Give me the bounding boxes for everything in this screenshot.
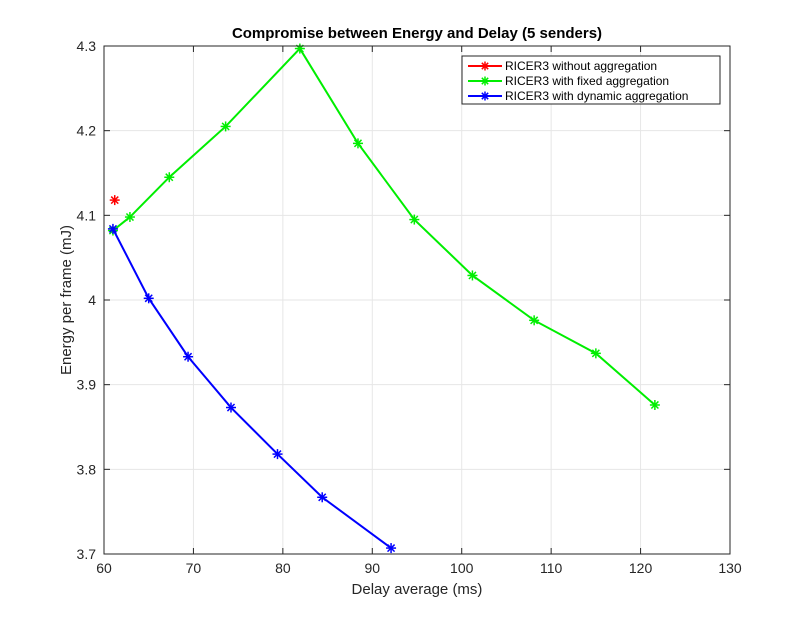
data-point [220,121,231,132]
data-point [183,351,194,362]
y-tick-label: 4.3 [77,38,97,54]
x-tick-label: 120 [629,560,653,576]
y-axis-label: Energy per frame (mJ) [58,225,75,375]
legend-marker [480,76,490,86]
data-point [164,172,175,183]
legend-label: RICER3 without aggregation [505,59,657,73]
legend-label: RICER3 with dynamic aggregation [505,89,688,103]
x-tick-label: 110 [540,560,563,576]
data-point [529,315,540,326]
legend-label: RICER3 with fixed aggregation [505,74,669,88]
y-tick-label: 4 [88,292,96,308]
data-point [386,543,397,554]
x-axis-label: Delay average (ms) [352,581,483,598]
data-point [109,195,120,206]
y-tick-label: 3.7 [77,546,97,562]
data-point [124,212,135,223]
ticks: 60 70 80 90 100 110 120 130 3.7 3.8 3.9 4 4.1 4.2 4.3 [77,38,742,576]
legend-item: RICER3 with dynamic aggregation [468,89,688,103]
data-point [467,270,478,281]
chart-title: Compromise between Energy and Delay (5 s… [232,25,602,42]
series-1 [109,195,120,206]
legend-box [461,55,721,105]
y-tick-label: 4.2 [77,123,97,139]
series-3 [107,223,397,554]
legend-item: RICER3 with fixed aggregation [468,74,669,88]
y-tick-label: 3.8 [77,461,97,477]
data-point [317,492,328,503]
series-layer [107,43,660,554]
y-tick-label: 3.9 [77,377,97,393]
x-tick-label: 130 [718,560,742,576]
legend-marker [480,61,490,71]
data-point [272,449,283,460]
legend-marker [480,91,490,101]
x-tick-label: 60 [96,560,112,576]
data-point [649,399,660,410]
data-point [294,43,305,54]
x-tick-label: 90 [364,560,380,576]
y-tick-label: 4.1 [77,207,97,223]
x-tick-label: 70 [186,560,202,576]
data-point [143,293,154,304]
data-point [590,348,601,359]
data-point [352,138,363,149]
x-tick-label: 100 [450,560,474,576]
legend-item: RICER3 without aggregation [468,59,657,73]
data-point [409,214,420,225]
x-tick-label: 80 [275,560,291,576]
data-point [107,223,118,234]
data-point [225,402,236,413]
